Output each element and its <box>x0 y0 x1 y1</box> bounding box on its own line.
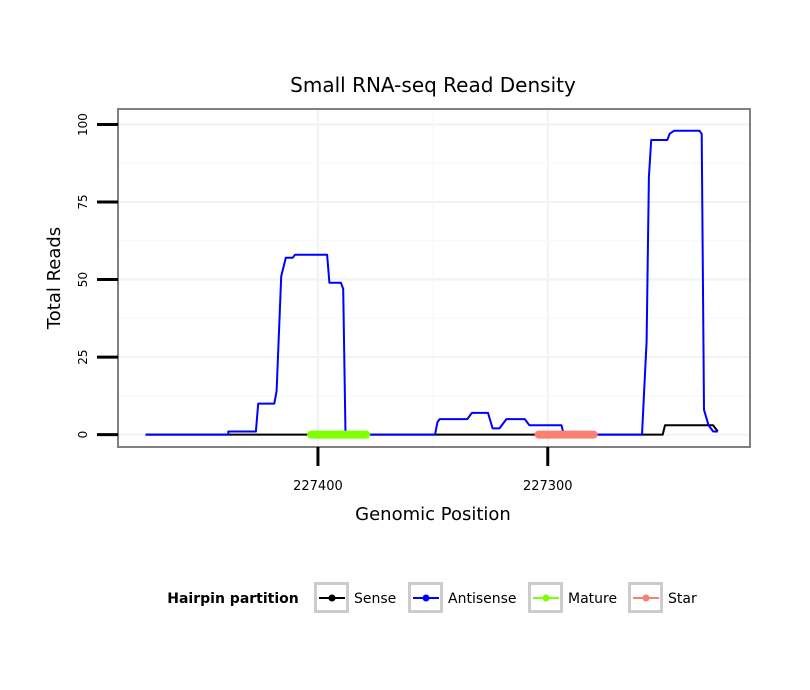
y-tick-label: 50 <box>76 272 90 287</box>
y-tick-label: 100 <box>76 113 90 136</box>
legend-key-dot <box>328 594 336 602</box>
chart-title: Small RNA-seq Read Density <box>290 73 576 97</box>
legend-item-star: Star <box>628 582 697 613</box>
legend-item-sense: Sense <box>314 582 396 613</box>
plot-panel-border <box>117 108 751 448</box>
legend-label: Antisense <box>448 591 517 607</box>
legend-label: Star <box>668 591 697 607</box>
legend: Hairpin partition Sense Antisense Mature St… <box>167 582 697 613</box>
axes: 0 25 50 75 100 227400 227300 <box>76 113 573 494</box>
legend-item-antisense: Antisense <box>408 582 517 613</box>
x-axis-label: Genomic Position <box>355 504 511 525</box>
series-line-sense <box>145 424 719 436</box>
x-tick-label: 227400 <box>293 479 343 494</box>
data-layer <box>145 129 719 439</box>
legend-key-dot <box>422 594 430 602</box>
y-tick-label: 0 <box>76 431 90 439</box>
legend-title: Hairpin partition <box>167 591 298 607</box>
y-tick-label: 25 <box>76 349 90 364</box>
legend-key-dot <box>542 594 550 602</box>
y-tick-label: 75 <box>76 194 90 209</box>
legend-item-mature: Mature <box>528 582 617 613</box>
series-line-antisense <box>145 129 718 436</box>
legend-key-dot <box>642 594 650 602</box>
legend-label: Sense <box>354 591 396 607</box>
x-tick-label: 227300 <box>523 479 573 494</box>
legend-label: Mature <box>568 591 617 607</box>
y-axis-label: Total Reads <box>44 227 65 330</box>
grid <box>118 109 750 447</box>
